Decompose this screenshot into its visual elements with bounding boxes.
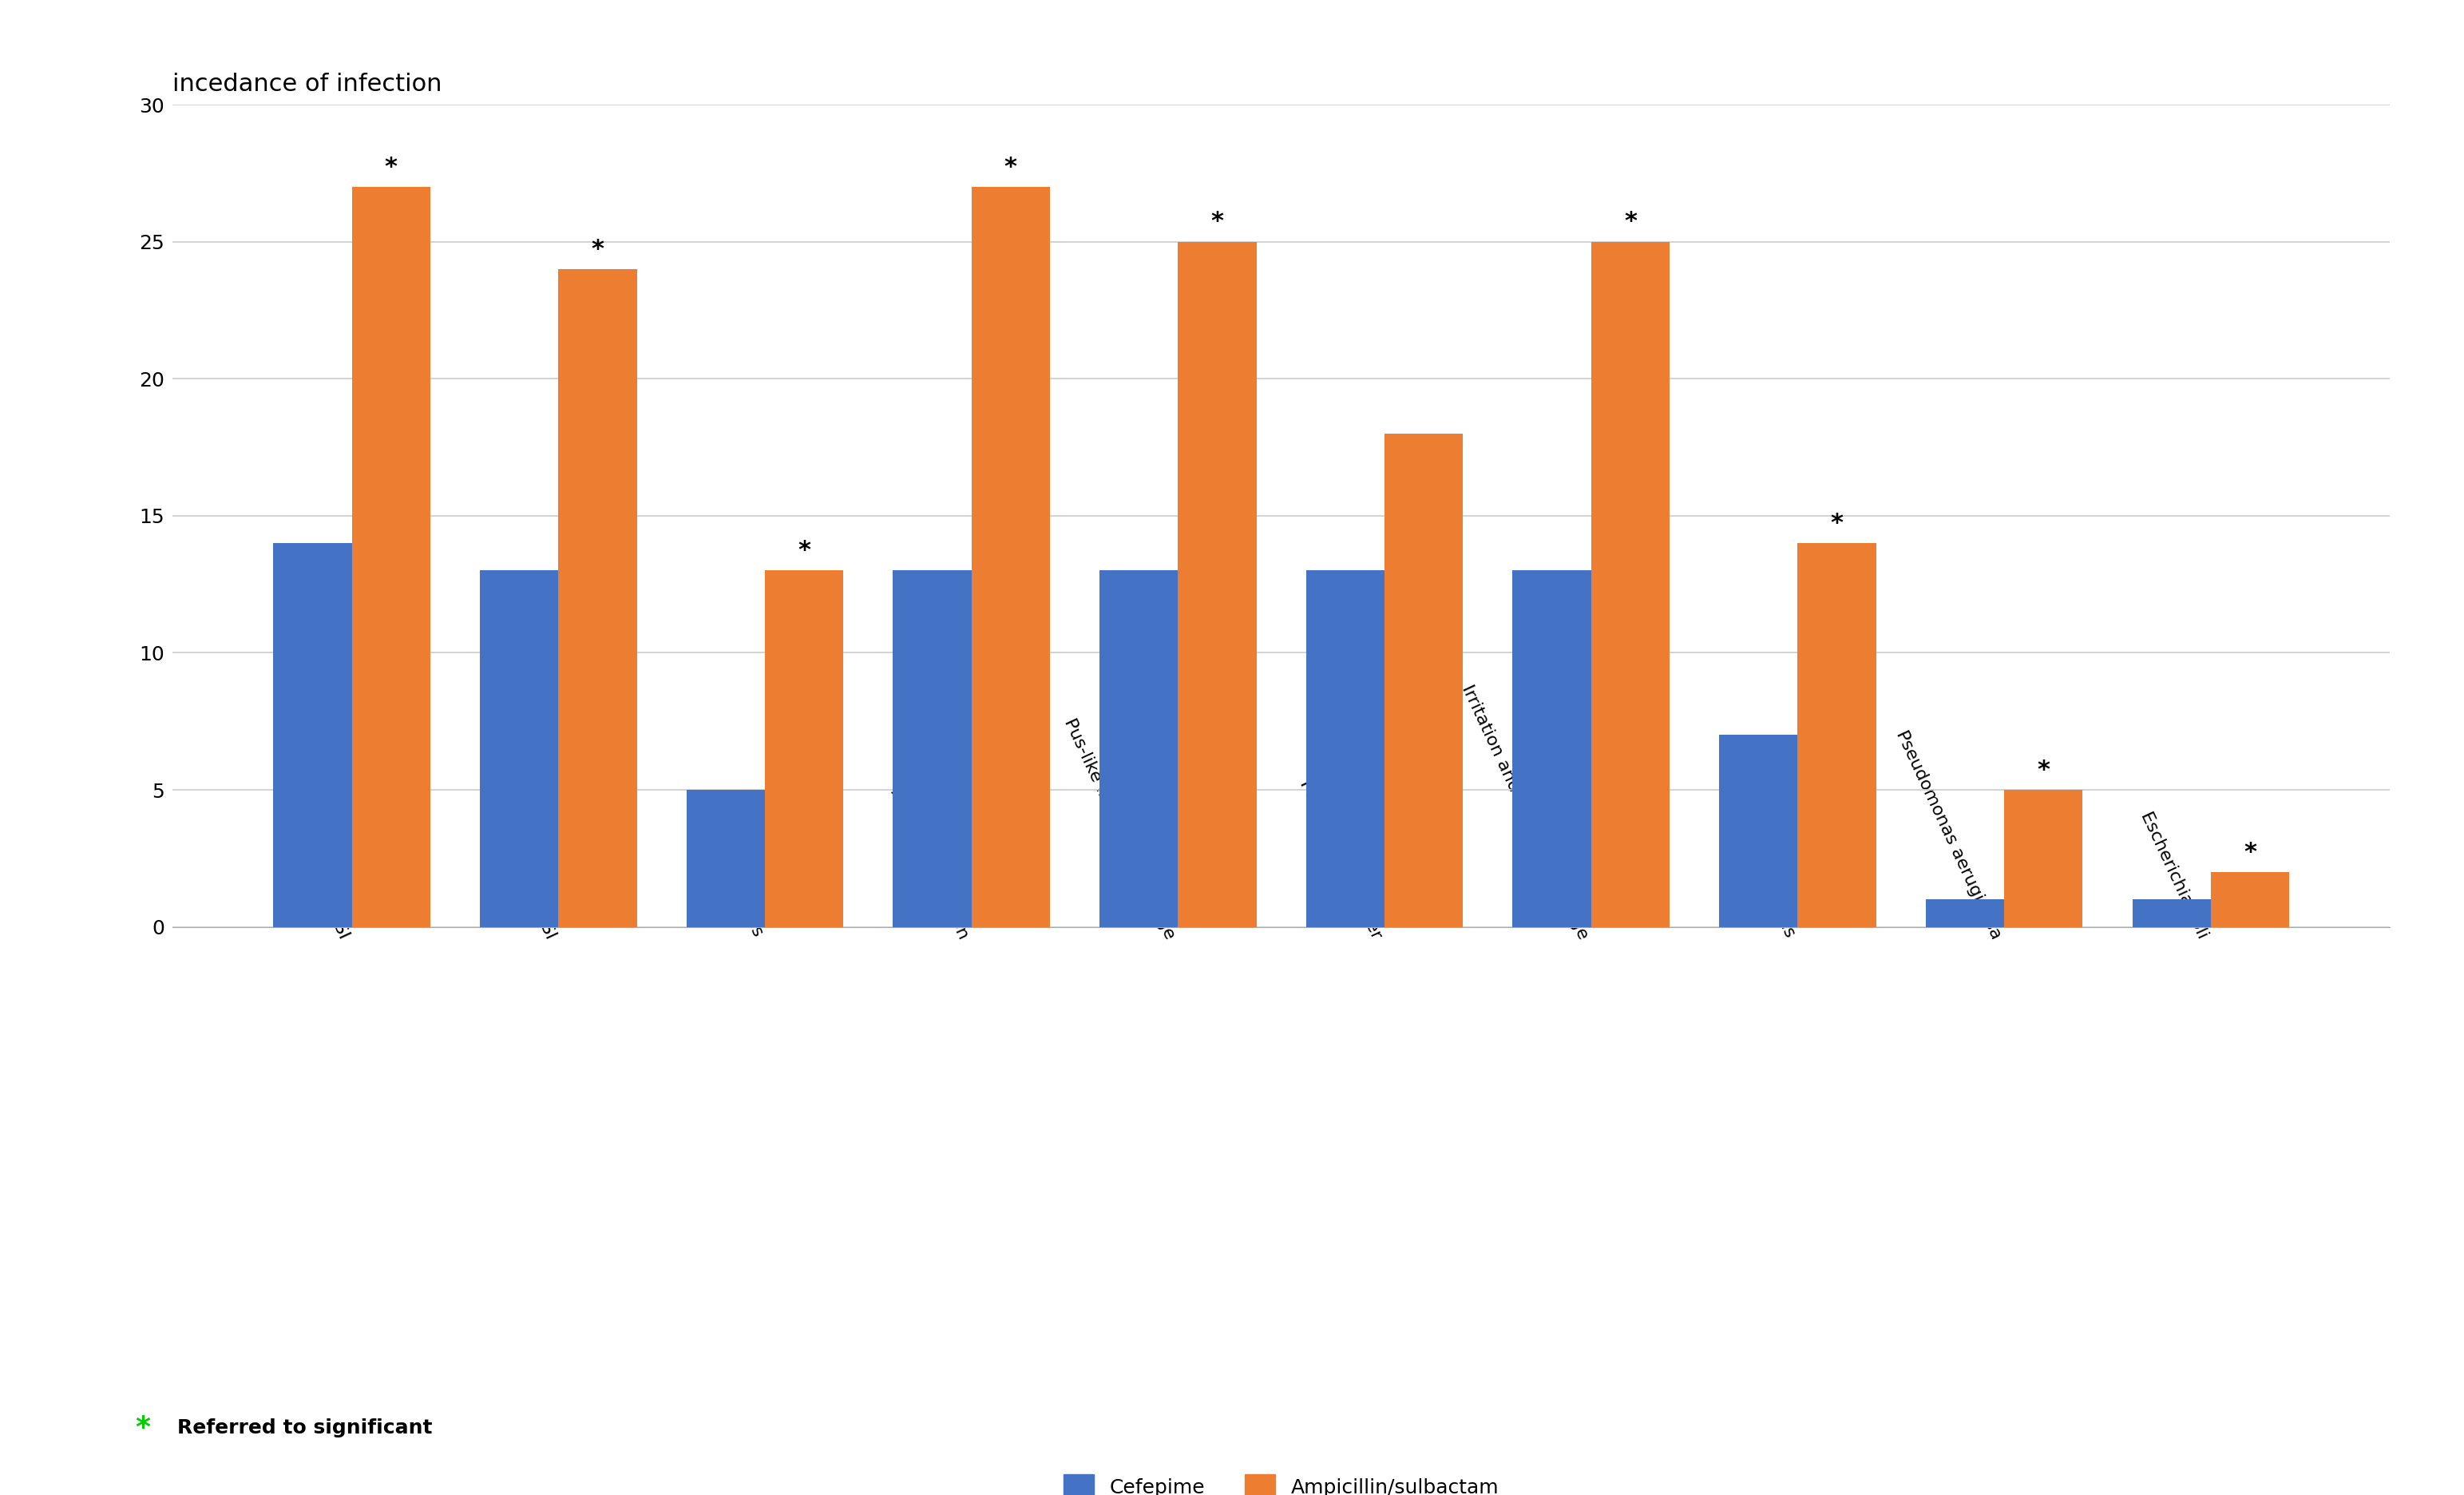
Bar [1385,434,1464,927]
Text: *: * [136,1414,150,1441]
Bar [480,571,559,927]
Bar [2003,789,2082,927]
Bar [1099,571,1178,927]
Bar [1720,736,1799,927]
Text: Referred to significant: Referred to significant [177,1419,434,1437]
Bar [1178,242,1257,927]
Text: incedance of infection: incedance of infection [172,73,441,96]
Text: *: * [1005,155,1018,179]
Bar [559,269,636,927]
Legend: Cefepime, Ampicillin/sulbactam: Cefepime, Ampicillin/sulbactam [1055,1465,1508,1495]
Bar [1592,242,1671,927]
Bar [274,543,352,927]
Bar [352,187,431,927]
Text: *: * [384,155,397,179]
Text: *: * [1624,211,1636,233]
Bar [892,571,971,927]
Bar [764,571,843,927]
Bar [971,187,1050,927]
Text: *: * [591,238,604,260]
Bar [1927,900,2003,927]
Bar [2131,900,2210,927]
Bar [2210,872,2289,927]
Text: *: * [1210,211,1225,233]
Text: *: * [1831,511,1843,535]
Text: *: * [2038,758,2050,782]
Text: *: * [798,540,811,562]
Bar [1306,571,1385,927]
Bar [1513,571,1592,927]
Bar [687,789,764,927]
Bar [1799,543,1875,927]
Text: *: * [2245,840,2257,864]
